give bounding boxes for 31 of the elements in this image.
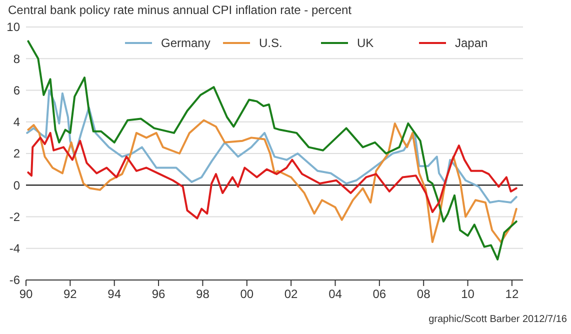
legend-label: Japan <box>455 36 488 50</box>
x-tick-label: 02 <box>284 287 298 301</box>
x-tick-label: 92 <box>64 287 78 301</box>
y-tick-label: 6 <box>13 83 20 98</box>
x-tick-label: 08 <box>416 287 431 301</box>
y-tick-label: 10 <box>6 20 20 34</box>
line-series <box>27 40 518 260</box>
x-tick-label: 90 <box>19 287 33 301</box>
y-tick-label: -4 <box>9 242 20 256</box>
line-series <box>27 119 518 244</box>
x-tick-label: 98 <box>196 287 210 301</box>
legend-label: U.S. <box>259 36 282 50</box>
y-tick-label: 8 <box>13 52 20 66</box>
text: graphic/Scott Barber 2012/7/16 <box>428 314 568 325</box>
y-tick-label: -6 <box>9 273 20 288</box>
y-tick-label: 0 <box>13 178 20 192</box>
legend-label: Germany <box>161 36 210 50</box>
x-tick-label: 06 <box>372 287 386 301</box>
y-tick-label: -2 <box>9 210 20 224</box>
x-tick-label: 00 <box>240 287 254 301</box>
legend-label: UK <box>357 36 374 50</box>
x-tick-label: 10 <box>461 287 475 301</box>
y-tick-label: 2 <box>13 146 20 161</box>
x-tick-label: 04 <box>328 287 342 301</box>
x-tick-label: 12 <box>505 287 519 301</box>
x-tick-label: 94 <box>108 287 122 301</box>
y-tick-label: 4 <box>13 115 20 130</box>
x-tick-label: 96 <box>152 287 166 301</box>
chart-title: Central bank policy rate minus annual CPI inflation rate - percent <box>8 3 352 17</box>
line-series <box>27 132 518 220</box>
line-series <box>26 89 518 204</box>
